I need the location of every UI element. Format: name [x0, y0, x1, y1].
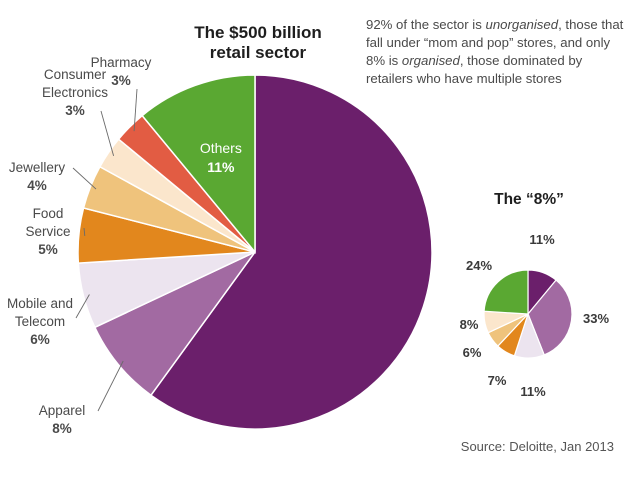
- small-slice-label-0: 11%: [529, 232, 555, 247]
- outside-label-mobile-telecom-name-0: Mobile and: [7, 296, 73, 311]
- outside-label-jewellery-value: 4%: [27, 178, 47, 193]
- outside-label-mobile-telecom-value: 6%: [30, 332, 50, 347]
- outside-label-pharmacy-name-0: Pharmacy: [91, 55, 152, 70]
- leader-line-consumer-electronics: [100, 110, 115, 157]
- outside-label-food-service-value: 5%: [38, 242, 58, 257]
- intro-text-organised: organised: [401, 53, 460, 68]
- slice-apparel: [93, 251, 256, 397]
- leader-line-jewellery: [72, 167, 97, 190]
- source-note: Source: Deloitte, Jan 2013: [461, 439, 614, 454]
- small-slice-label-2: 11%: [520, 384, 546, 399]
- outside-label-food-service-name-0: Food: [33, 206, 64, 221]
- slice-food-grocery: [149, 74, 433, 430]
- leader-line-food-service: [83, 227, 86, 236]
- slice-others: [141, 74, 256, 255]
- outside-label-apparel-name-0: Apparel: [39, 403, 86, 418]
- outside-label-consumer-electronics-name-1: Electronics: [42, 85, 108, 100]
- outside-label-food-service-name-1: Service: [25, 224, 70, 239]
- label-others-name: Others: [200, 140, 242, 156]
- small-slice-label-1: 33%: [583, 311, 609, 326]
- intro-text: 92% of the sector is unorganised, those …: [366, 16, 631, 88]
- main-pie-title-line-0: The $500 billion: [194, 23, 322, 42]
- small-slice-1: [527, 279, 573, 356]
- small-pie: [483, 269, 573, 359]
- small-slice-6: [483, 269, 529, 315]
- leader-line-pharmacy: [133, 88, 138, 132]
- outside-label-jewellery-name-0: Jewellery: [9, 160, 66, 175]
- small-pie-title: The “8%”: [494, 191, 564, 208]
- intro-text-part-1: 92% of the sector is: [366, 17, 486, 32]
- small-slice-label-5: 8%: [460, 317, 479, 332]
- outside-label-mobile-telecom-name-1: Telecom: [15, 314, 65, 329]
- outside-label-pharmacy-value: 3%: [111, 73, 131, 88]
- main-pie-title-line-1: retail sector: [210, 43, 307, 62]
- leader-line-mobile-telecom: [75, 294, 90, 319]
- small-slice-label-6: 24%: [466, 258, 492, 273]
- leader-line-apparel: [97, 360, 124, 412]
- small-slice-label-3: 7%: [488, 373, 507, 388]
- outside-label-consumer-electronics-name-0: Consumer: [44, 67, 107, 82]
- intro-text-part-2: , those that fall under “mom and pop” st…: [366, 17, 624, 68]
- outside-label-consumer-electronics-value: 3%: [65, 103, 85, 118]
- outside-label-apparel-value: 8%: [52, 421, 72, 436]
- intro-text-unorganised: unorganised: [485, 17, 559, 32]
- small-pie-labels: 11% 33% 11% 7% 6% 8% 24%: [460, 232, 610, 399]
- intro-text-part-3: , those dominated by retailers who have …: [366, 53, 583, 86]
- main-pie: [77, 74, 433, 430]
- small-slice-label-4: 6%: [463, 345, 482, 360]
- label-others-value: 11%: [207, 159, 235, 175]
